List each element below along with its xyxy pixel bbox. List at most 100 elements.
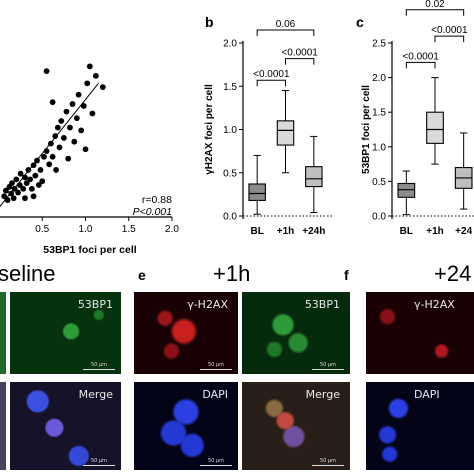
scatter-point bbox=[56, 144, 63, 151]
scatter-panel: 0.5 1.0 1.5 2.0 r=0.88 P<0.001 53BP1 foci p… bbox=[0, 63, 179, 256]
scatter-point bbox=[8, 190, 15, 197]
scatter-point bbox=[53, 167, 59, 173]
y-tick-label: 0.0 bbox=[223, 212, 237, 223]
scatter-x-label: 53BP1 foci per cell bbox=[43, 244, 136, 256]
scatter-point bbox=[73, 115, 80, 122]
scatter-point bbox=[82, 146, 89, 153]
scatter-point bbox=[9, 180, 15, 187]
scatter-point bbox=[92, 72, 99, 79]
scatter-points bbox=[1, 63, 106, 203]
y-tick-label: 1.0 bbox=[223, 125, 237, 136]
scale-bar bbox=[312, 369, 344, 370]
scatter-point bbox=[71, 138, 78, 145]
1h-53bp1-tile: 53BP1 50 µm bbox=[242, 292, 350, 374]
scale-text: 50 µm bbox=[90, 458, 107, 464]
comparison-p-value: <0.0001 bbox=[281, 48, 318, 59]
tile-label: Merge bbox=[78, 388, 113, 401]
category-label: +1h bbox=[426, 226, 444, 237]
scatter-point bbox=[65, 155, 72, 162]
box bbox=[426, 111, 444, 144]
scatter-point bbox=[54, 124, 61, 131]
scale-text: 50 µm bbox=[319, 362, 336, 368]
scatter-point bbox=[15, 189, 21, 196]
1h-gh2ax-tile: γ-H2AX 50 µm bbox=[134, 292, 238, 374]
box bbox=[276, 120, 295, 146]
scatter-point bbox=[16, 182, 23, 188]
comparison-bracket bbox=[256, 29, 315, 37]
scatter-point bbox=[86, 63, 93, 70]
scatter-point bbox=[22, 174, 28, 181]
scatter-point bbox=[13, 176, 20, 183]
scatter-r-value: r=0.88 bbox=[142, 194, 172, 206]
scatter-point bbox=[63, 108, 70, 115]
comparison-p-value: <0.0001 bbox=[402, 51, 439, 62]
comparison-bracket bbox=[285, 58, 315, 65]
panel-letter-e: e bbox=[138, 267, 146, 283]
box-panel-b: 0.0 0.5 1.0 1.5 2.0 γH2AX foci per cell BL +1h +… bbox=[204, 19, 334, 237]
scatter-point bbox=[22, 195, 28, 202]
scale-bar bbox=[200, 465, 232, 466]
y-tick-label: 0.0 bbox=[372, 212, 386, 223]
scatter-point bbox=[4, 197, 11, 203]
panel-letter-f: f bbox=[344, 267, 349, 283]
x-tick-label: 1.5 bbox=[122, 224, 136, 235]
y-tick-label: 1.5 bbox=[372, 108, 386, 119]
scatter-point bbox=[34, 157, 40, 164]
scale-text: 50 µm bbox=[207, 362, 224, 368]
scatter-point bbox=[17, 170, 24, 177]
scale-bar bbox=[83, 369, 115, 370]
y-tick-label: 1.0 bbox=[372, 142, 386, 153]
scatter-point bbox=[43, 68, 50, 75]
scatter-point bbox=[11, 185, 18, 192]
scatter-point bbox=[10, 195, 17, 202]
x-tick-label: 1.0 bbox=[79, 224, 93, 235]
scatter-point bbox=[25, 167, 32, 173]
scatter-point bbox=[23, 180, 30, 187]
condition-1h: +1h bbox=[213, 261, 251, 286]
scatter-point bbox=[99, 84, 106, 91]
tile-label: DAPI bbox=[414, 388, 440, 401]
scale-text: 50 µm bbox=[90, 362, 107, 368]
box-panel-c: 0.0 0.5 1.0 1.5 2.0 2.5 53BP1 foci per cell BL +… bbox=[361, 0, 474, 237]
scatter-point bbox=[37, 167, 44, 173]
scatter-point bbox=[39, 178, 46, 185]
scatter-point bbox=[1, 193, 8, 200]
scatter-point bbox=[67, 124, 73, 131]
scatter-point bbox=[35, 182, 42, 188]
baseline-merge-tile: Merge 50 µm bbox=[10, 382, 121, 470]
scatter-point bbox=[49, 99, 56, 106]
scatter-point bbox=[60, 135, 67, 141]
scatter-point bbox=[41, 153, 47, 160]
comparison-p-value: 0.02 bbox=[425, 0, 445, 10]
scatter-point bbox=[20, 185, 27, 192]
panel-letter-b: b bbox=[205, 14, 214, 30]
scale-text: 50 µm bbox=[319, 458, 336, 464]
category-label: +24h bbox=[302, 226, 325, 237]
y-tick-label: 1.5 bbox=[223, 82, 237, 93]
tile-label: γ-H2AX bbox=[414, 298, 455, 311]
24h-gh2ax-tile: γ-H2AX bbox=[366, 292, 474, 374]
y-axis-label: 53BP1 foci per cell bbox=[361, 85, 372, 174]
y-tick-label: 2.5 bbox=[372, 39, 386, 50]
scatter-point bbox=[46, 161, 53, 168]
y-axis-label: γH2AX foci per cell bbox=[204, 84, 215, 175]
scatter-point bbox=[48, 140, 54, 147]
comparison-p-value: <0.0001 bbox=[253, 69, 290, 80]
comparison-p-value: 0.06 bbox=[276, 19, 296, 30]
baseline-edge-top bbox=[0, 292, 6, 374]
box bbox=[305, 166, 323, 188]
scatter-point bbox=[30, 193, 37, 200]
panel-letter-c: c bbox=[356, 14, 364, 30]
figure-charts: 0.5 1.0 1.5 2.0 r=0.88 P<0.001 53BP1 foci p… bbox=[0, 0, 474, 256]
scatter-point bbox=[3, 187, 9, 194]
y-tick-label: 0.5 bbox=[223, 168, 237, 179]
category-label: +1h bbox=[277, 226, 295, 237]
scale-text: 50 µm bbox=[207, 458, 224, 464]
y-tick-label: 2.0 bbox=[223, 39, 237, 50]
scatter-point bbox=[89, 110, 96, 117]
1h-merge-tile: Merge 50 µm bbox=[242, 382, 350, 470]
scatter-point bbox=[49, 153, 56, 160]
baseline-edge-bottom bbox=[0, 382, 6, 470]
x-tick-label: 2.0 bbox=[165, 224, 179, 235]
scale-bar bbox=[312, 465, 344, 466]
